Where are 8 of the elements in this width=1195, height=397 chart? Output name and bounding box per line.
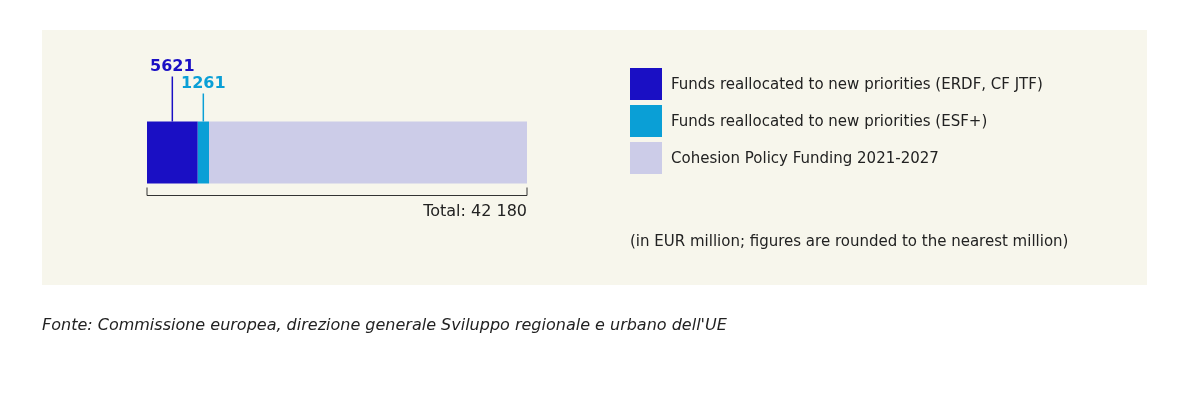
- legend-label: Funds reallocated to new priorities (ERDF, CF JTF): [671, 75, 1043, 93]
- source-note: Fonte: Commissione europea, direzione generale Sviluppo regionale e urbano dell'UE: [42, 315, 727, 334]
- text: (in EUR million; figures are rounded to the nearest million): [630, 232, 1069, 250]
- legend-label: Funds reallocated to new priorities (ESF+): [671, 112, 988, 130]
- legend-label: Cohesion Policy Funding 2021-2027: [671, 149, 939, 167]
- data-label: 5621: [150, 55, 195, 75]
- total-label: Total: 42 180: [422, 200, 527, 220]
- data-label: 1261: [181, 72, 226, 92]
